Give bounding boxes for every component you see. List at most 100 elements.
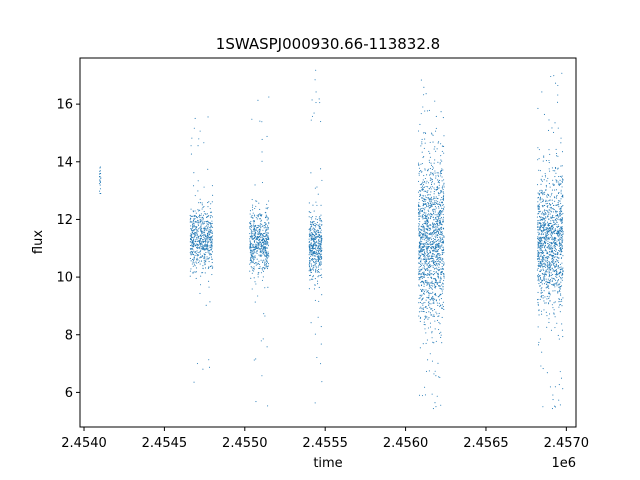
data-point [420,274,422,276]
data-point [419,184,421,186]
x-tick-label: 2.4565 [463,436,509,451]
data-point [432,262,434,264]
data-point [199,243,201,245]
data-point [196,240,198,243]
data-point [251,261,253,263]
data-point [204,272,206,274]
data-point [441,284,443,286]
data-point [439,241,441,243]
data-point [208,241,210,243]
data-point [438,281,440,283]
data-point [419,251,421,253]
data-point [210,223,212,225]
data-point [265,264,267,266]
data-point [420,238,422,240]
data-point [311,226,313,228]
data-point [546,196,548,198]
data-point [537,208,539,210]
data-point [309,251,311,253]
data-point [308,257,311,259]
data-point [441,250,443,252]
data-point [195,261,197,263]
data-point [311,224,313,226]
data-point [438,312,440,315]
data-point [315,265,317,267]
data-point [209,217,211,219]
data-point [419,170,421,173]
data-point [197,224,200,226]
data-point [251,267,253,269]
data-point [560,142,562,144]
data-point [253,234,255,237]
data-point [317,193,319,195]
data-point [426,339,428,341]
data-point [545,184,547,187]
data-point [558,206,560,208]
data-point [424,214,426,217]
data-point [201,245,203,247]
data-point [537,259,539,261]
data-point [548,292,550,294]
data-point [318,233,320,235]
data-point [268,96,270,98]
data-point [439,323,441,325]
data-point [438,376,440,378]
data-point [544,257,546,259]
data-point [422,343,424,345]
data-point [550,194,552,196]
data-point [310,259,313,261]
data-point [552,239,554,241]
data-point [190,251,192,253]
data-point [435,406,437,408]
data-point [443,206,445,208]
data-point [251,224,253,227]
data-point [312,245,314,247]
data-point [544,255,546,257]
data-point [436,250,438,253]
data-point [561,165,563,167]
data-point [556,322,558,324]
data-point [315,216,317,218]
data-point [420,281,422,284]
data-point [424,207,426,209]
data-point [266,260,268,262]
data-point [556,277,558,279]
data-point [553,217,555,219]
data-point [431,288,433,290]
data-point [545,186,547,188]
data-point [552,283,555,285]
data-point [551,199,553,201]
data-point [261,268,263,270]
data-point [433,240,435,242]
data-point [264,226,266,228]
data-point [210,265,212,267]
data-point [421,226,423,228]
data-point [545,281,547,283]
data-point [418,258,420,260]
data-point [443,277,445,279]
data-point [546,253,549,255]
data-point [192,211,194,213]
data-point [320,229,322,231]
data-point [190,228,192,230]
data-point [254,226,256,228]
data-point [319,102,321,104]
data-point [541,256,543,258]
data-point [562,205,564,207]
data-point [317,257,319,259]
data-point [442,258,444,260]
data-point [550,208,552,210]
data-point [424,302,426,304]
data-point [320,274,322,276]
data-point [313,288,316,290]
data-point [263,313,265,315]
data-point [430,216,432,218]
data-point [538,262,540,265]
data-point [197,237,199,239]
data-point [441,290,443,292]
data-point [548,168,550,170]
data-point [548,287,550,289]
data-point [440,245,442,247]
data-point [561,329,563,331]
data-point [558,275,560,277]
